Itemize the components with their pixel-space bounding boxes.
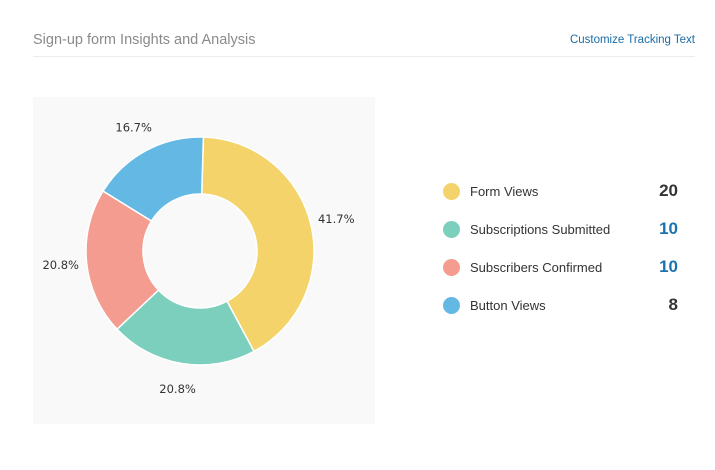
donut-slice-subscribers-confirmed — [85, 190, 160, 331]
legend-swatch — [443, 183, 460, 200]
legend-label: Subscriptions Submitted — [470, 222, 611, 237]
donut-percent-label: 41.7% — [318, 212, 355, 226]
donut-slice-subscriptions-submitted — [115, 289, 256, 366]
legend-value: 20 — [659, 181, 678, 200]
legend-item-subscriptions-submitted: Subscriptions Submitted 10 — [440, 210, 690, 248]
legend-swatch — [443, 221, 460, 238]
customize-tracking-text-link[interactable]: Customize Tracking Text — [569, 34, 695, 46]
legend-label: Form Views — [470, 184, 539, 199]
legend-value: 10 — [659, 257, 678, 276]
legend-value: 8 — [668, 295, 678, 314]
legend-swatch — [443, 297, 460, 314]
donut-percent-label: 16.7% — [115, 121, 152, 135]
page-header: Sign-up form Insights and Analysis Custo… — [0, 0, 715, 57]
donut-slices — [85, 136, 315, 366]
legend-label: Button Views — [470, 298, 546, 313]
legend-item-form-views: Form Views 20 — [440, 172, 690, 210]
donut-percent-label: 20.8% — [159, 382, 196, 396]
donut-percent-label: 20.8% — [42, 258, 79, 272]
donut-percent-labels: 41.7% 20.8% 20.8% 16.7% — [42, 121, 354, 396]
donut-slice-form-views — [200, 136, 315, 353]
legend-label: Subscribers Confirmed — [470, 260, 603, 275]
donut-slice-button-views — [101, 136, 205, 223]
legend-item-button-views: Button Views 8 — [440, 286, 690, 324]
page-title: Sign-up form Insights and Analysis — [33, 32, 256, 48]
legend-swatch — [443, 259, 460, 276]
chart-legend: Form Views 20 Subscriptions Submitted 10… — [440, 172, 690, 324]
legend-value: 10 — [659, 219, 678, 238]
legend-item-subscribers-confirmed: Subscribers Confirmed 10 — [440, 248, 690, 286]
header-divider — [33, 56, 695, 57]
